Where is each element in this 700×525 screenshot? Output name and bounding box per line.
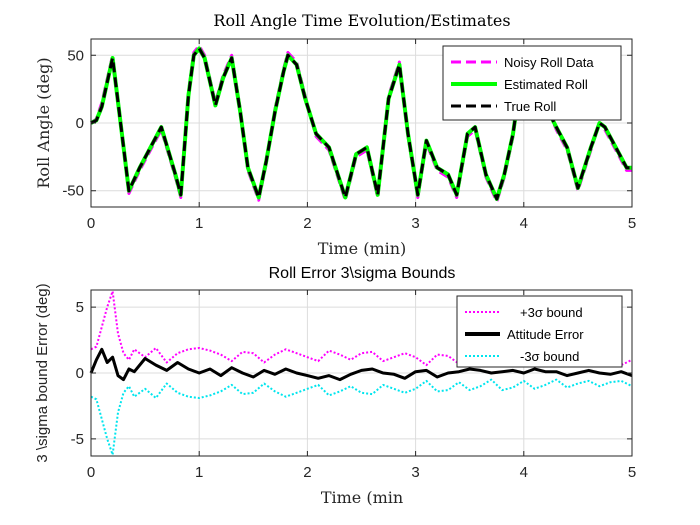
roll-angle-title: Roll Angle Time Evolution/Estimates: [213, 11, 510, 30]
error-xtick-label: 3: [411, 464, 419, 481]
error-title: Roll Error 3\sigma Bounds: [269, 265, 456, 282]
roll-xtick-label: 0: [87, 215, 95, 232]
error-xlabel: Time (min: [321, 488, 403, 507]
series-lower-bound-line: [90, 378, 633, 456]
roll-ytick-label: 50: [67, 47, 84, 64]
legend-label-true: True Roll: [504, 99, 556, 114]
error-ytick-label: -5: [71, 431, 84, 448]
error-xtick-label: 5: [628, 464, 636, 481]
roll-xtick-label: 2: [303, 215, 311, 232]
roll-xtick-label: 5: [628, 215, 636, 232]
error-legend-box: [456, 295, 623, 368]
roll-ytick-label: 0: [76, 115, 84, 132]
series-attitude-error-line: [89, 347, 633, 382]
error-xtick-label: 4: [520, 464, 528, 481]
legend-label-noisy: Noisy Roll Data: [504, 55, 594, 70]
error-ylabel: 3 \sigma bound Error (deg): [34, 283, 51, 462]
error-legend: +3σ bound Attitude Error -3σ bound: [456, 295, 623, 368]
roll-angle-plot: Roll Angle Time Evolution/Estimates 0 1 2 3…: [34, 11, 636, 258]
error-ytick-label: 5: [76, 299, 84, 316]
legend-label-error: Attitude Error: [507, 327, 584, 342]
error-xtick-label: 2: [303, 464, 311, 481]
error-xtick-label: 0: [87, 464, 95, 481]
roll-xlabel: Time (min): [318, 239, 407, 258]
series-true-roll-line: [90, 47, 632, 201]
roll-ytick-label: -50: [62, 183, 84, 200]
error-bounds-plot: Roll Error 3\sigma Bounds 0 1 2 3 4 5-505 Tim…: [34, 265, 636, 507]
error-ticks: 0 1 2 3 4 5-505: [71, 290, 636, 481]
legend-label-upper: +3σ bound: [520, 305, 583, 320]
roll-xtick-label: 1: [195, 215, 203, 232]
error-xtick-label: 1: [195, 464, 203, 481]
roll-xtick-label: 4: [520, 215, 528, 232]
roll-ylabel: Roll Angle (deg): [34, 57, 53, 188]
legend-label-lower: -3σ bound: [520, 349, 579, 364]
roll-legend: Noisy Roll Data Estimated Roll True Roll: [442, 45, 622, 121]
legend-label-estimated: Estimated Roll: [504, 77, 588, 92]
roll-xtick-label: 3: [411, 215, 419, 232]
error-ytick-label: 0: [76, 365, 84, 382]
